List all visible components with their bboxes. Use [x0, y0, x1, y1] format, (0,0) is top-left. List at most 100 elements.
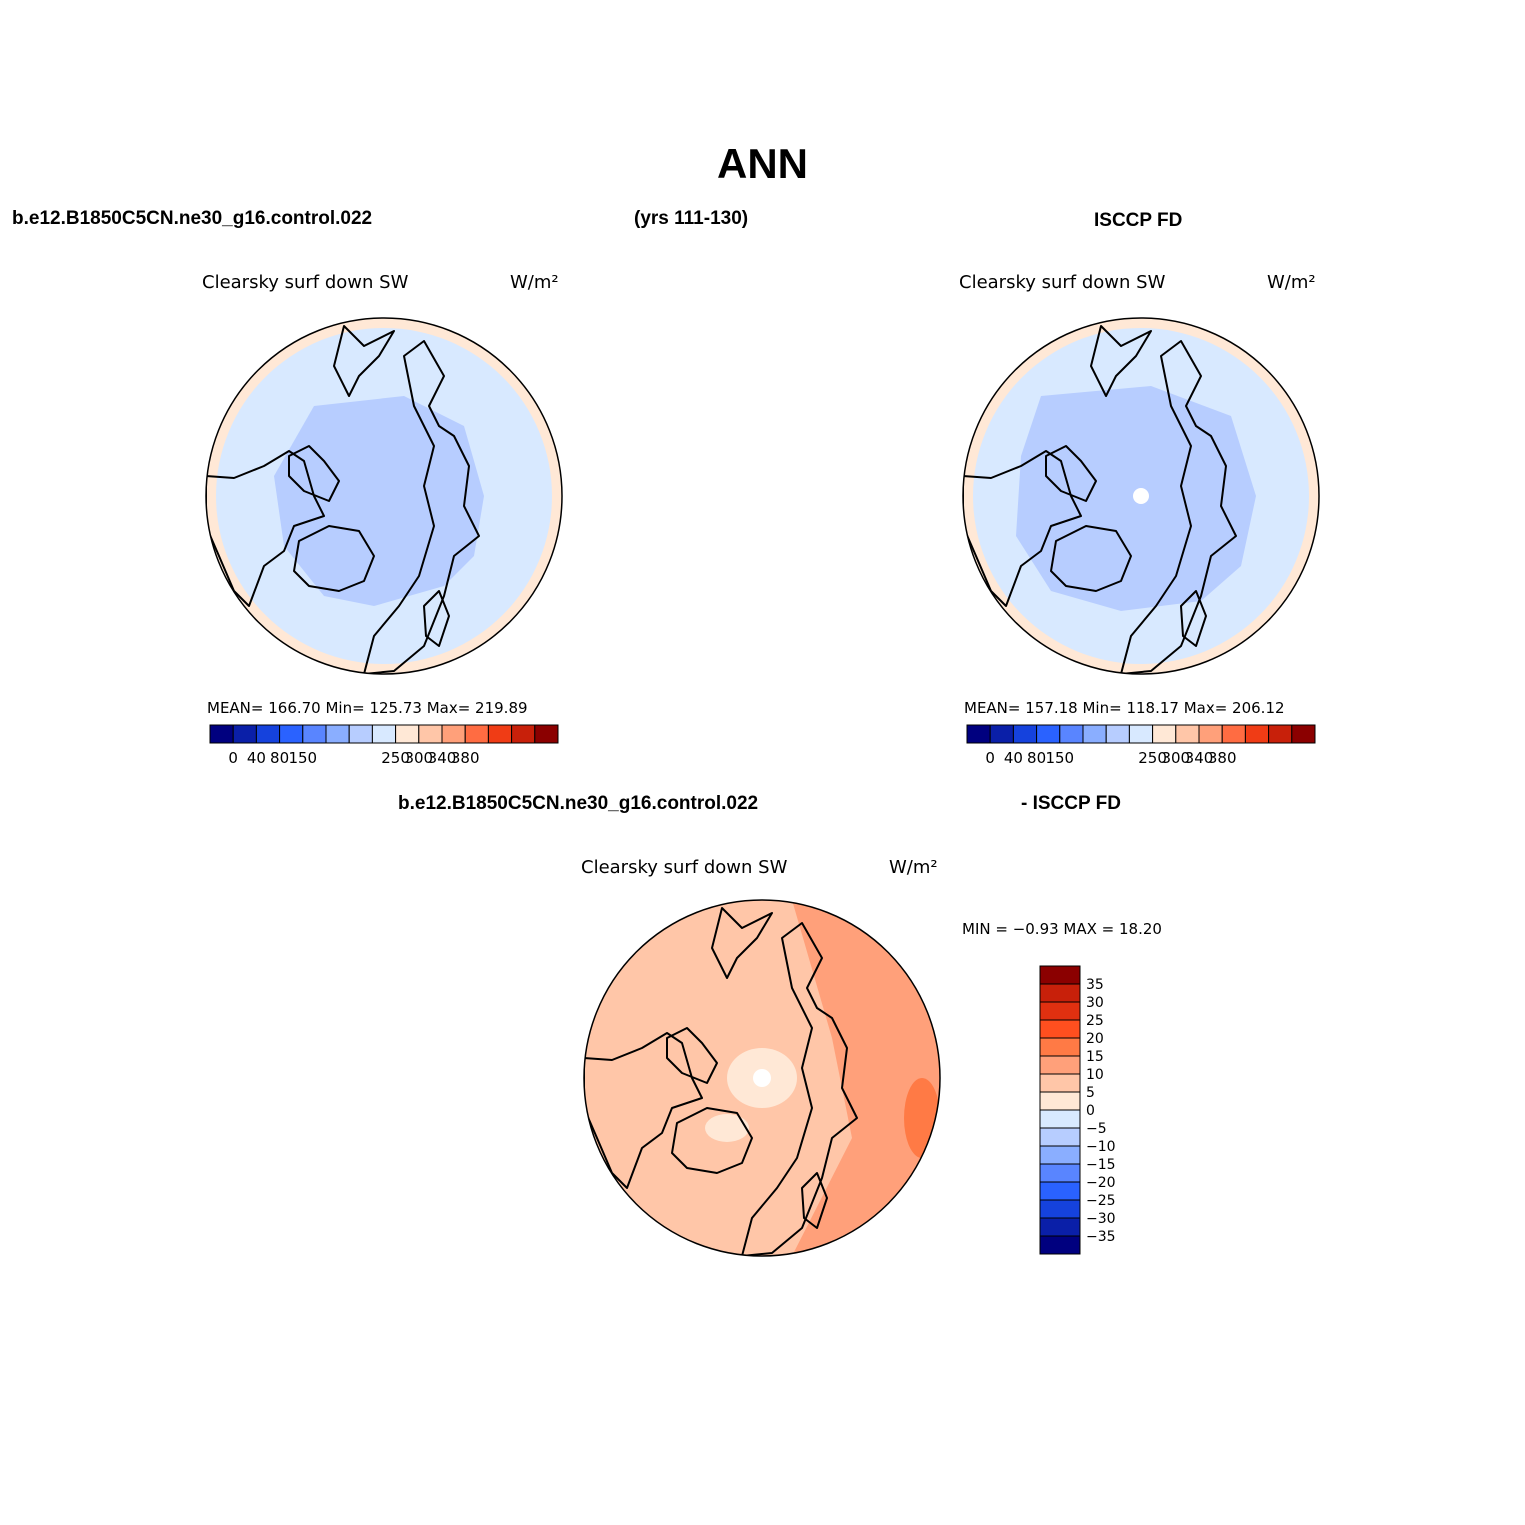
colorbar-box-0 — [966, 724, 991, 744]
colorbar-box-8 — [1152, 724, 1177, 744]
colorbar-box-15 — [1039, 1235, 1081, 1255]
colorbar-tick-label: −20 — [1086, 1175, 1116, 1191]
coastline-3 — [363, 340, 480, 674]
colorbar-tick-label: 300 — [404, 749, 433, 767]
diff-units: W/m² — [889, 857, 938, 878]
colorbar-tick-label: 250 — [1138, 749, 1167, 767]
colorbar-box-9 — [418, 724, 443, 744]
diff-variable-title: Clearsky surf down SW — [581, 857, 788, 878]
colorbar-tick-label: 35 — [1086, 977, 1104, 993]
coastline-0 — [584, 1032, 703, 1189]
inner-band-fill — [274, 396, 484, 606]
colorbar-box-9 — [1039, 1127, 1081, 1147]
coastline-1 — [1050, 525, 1132, 592]
colorbar-box-6 — [1039, 1073, 1081, 1093]
map-boundary — [205, 317, 563, 675]
colorbar-box-2 — [1039, 1001, 1081, 1021]
coastline-2 — [288, 445, 340, 502]
model-polar-map — [205, 317, 563, 675]
colorbar-box-13 — [1039, 1199, 1081, 1219]
colorbar-tick-label: 0 — [1086, 1103, 1095, 1119]
colorbar-tick-label: −30 — [1086, 1211, 1116, 1227]
colorbar-box-4 — [302, 724, 327, 744]
coastline-3 — [741, 922, 858, 1256]
coastline-2 — [1045, 445, 1097, 502]
colorbar-box-14 — [534, 724, 559, 744]
colorbar-box-4 — [1039, 1037, 1081, 1057]
coastline-0 — [206, 450, 325, 607]
colorbar-box-3 — [279, 724, 304, 744]
colorbar-tick-label: 380 — [1208, 749, 1237, 767]
colorbar-box-10 — [1039, 1145, 1081, 1165]
colorbar-tick-label: 20 — [1086, 1031, 1104, 1047]
colorbar-box-11 — [464, 724, 489, 744]
colorbar-box-5 — [325, 724, 350, 744]
map-boundary — [962, 317, 1320, 675]
coastline-0 — [963, 450, 1082, 607]
diff-colorbar: 35 30 25 20 15 10 5 0 −5 −10 −15 −20 −25 −30 −35 — [1039, 965, 1116, 1255]
coastlines — [584, 907, 858, 1256]
case-name-header: b.e12.B1850C5CN.ne30_g16.control.022 — [12, 208, 373, 229]
colorbar-tick-label: 150 — [288, 749, 317, 767]
coastline-5 — [801, 1172, 828, 1229]
colorbar-box-8 — [395, 724, 420, 744]
colorbar-box-12 — [1039, 1181, 1081, 1201]
coastline-4 — [711, 907, 773, 979]
coastline-4 — [1090, 325, 1152, 397]
colorbar-box-4 — [1059, 724, 1084, 744]
greenland-low-diff — [705, 1114, 749, 1142]
colorbar-tick-label: 150 — [1045, 749, 1074, 767]
colorbar-tick-label: 25 — [1086, 1013, 1104, 1029]
colorbar-tick-label: −25 — [1086, 1193, 1116, 1209]
colorbar-tick-label: 5 — [1086, 1085, 1095, 1101]
colorbar-tick-label: 300 — [1161, 749, 1190, 767]
colorbar-box-13 — [511, 724, 536, 744]
model-variable-title: Clearsky surf down SW — [202, 272, 409, 293]
colorbar-tick-label: 30 — [1086, 995, 1104, 1011]
colorbar-box-7 — [1128, 724, 1154, 744]
coastline-4 — [333, 325, 395, 397]
colorbar-tick-label: 340 — [1185, 749, 1214, 767]
colorbar-tick-label: 340 — [428, 749, 457, 767]
obs-stats: MEAN= 157.18 Min= 118.17 Max= 206.12 — [964, 699, 1285, 717]
colorbar-box-5 — [1039, 1055, 1081, 1075]
coastlines — [206, 325, 480, 674]
obs-units: W/m² — [1267, 272, 1316, 293]
colorbar-box-1 — [989, 724, 1014, 744]
colorbar-tick-label: 15 — [1086, 1049, 1104, 1065]
colorbar-tick-label: −15 — [1086, 1157, 1116, 1173]
obs-variable-title: Clearsky surf down SW — [959, 272, 1166, 293]
map-fill-layer — [963, 318, 1319, 674]
diff-stats: MIN = −0.93 MAX = 18.20 — [962, 920, 1162, 938]
colorbar-box-14 — [1291, 724, 1316, 744]
obs-name-header: ISCCP FD — [1094, 210, 1183, 231]
colorbar-box-10 — [441, 724, 466, 744]
colorbar-tick-label: 0 — [985, 749, 995, 767]
colorbar-box-2 — [255, 724, 281, 744]
colorbar-box-2 — [1012, 724, 1038, 744]
years-header: (yrs 111-130) — [634, 208, 749, 229]
colorbar-box-0 — [209, 724, 234, 744]
colorbar-box-3 — [1036, 724, 1061, 744]
colorbar-tick-label: 380 — [451, 749, 480, 767]
colorbar-box-11 — [1221, 724, 1246, 744]
model-units: W/m² — [510, 272, 559, 293]
colorbar-box-13 — [1268, 724, 1293, 744]
colorbar-box-8 — [1039, 1109, 1081, 1129]
pole-missing-data — [1133, 488, 1149, 504]
coastline-1 — [293, 525, 375, 592]
colorbar-tick-label: −10 — [1086, 1139, 1116, 1155]
colorbar-box-0 — [1039, 965, 1081, 985]
coastline-1 — [671, 1107, 753, 1174]
coastline-5 — [423, 590, 450, 647]
colorbar-tick-label: −5 — [1086, 1121, 1107, 1137]
map-fill-layer — [206, 318, 562, 674]
colorbar-tick-label: 40 — [247, 749, 266, 767]
colorbar-box-11 — [1039, 1163, 1081, 1183]
colorbar-box-5 — [1082, 724, 1107, 744]
colorbar-tick-label: 40 — [1004, 749, 1023, 767]
coastline-2 — [666, 1027, 718, 1084]
coastlines — [963, 325, 1237, 674]
